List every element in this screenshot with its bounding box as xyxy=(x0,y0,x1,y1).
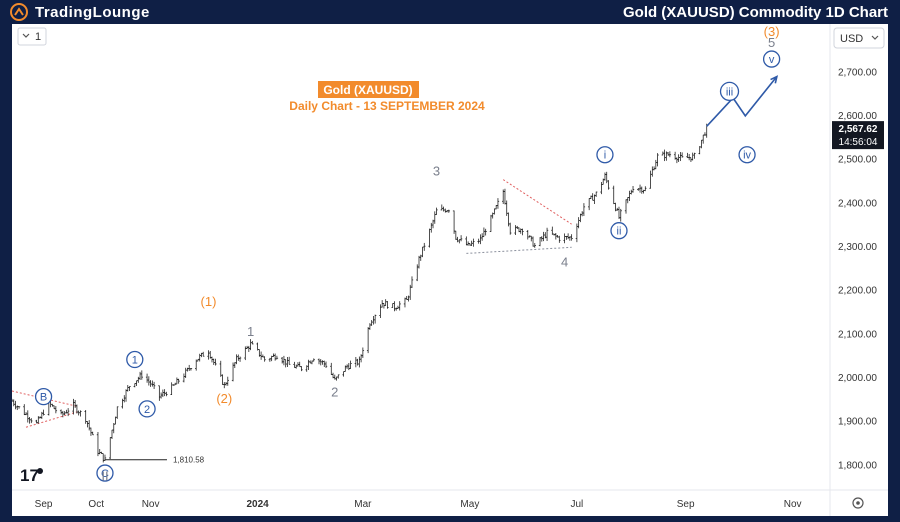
time-axis: Sep Oct Nov 2024 Mar May Jul Sep Nov xyxy=(35,499,802,510)
time-tick-label: 2024 xyxy=(246,499,269,510)
logo-text: TradingLounge xyxy=(35,3,150,21)
candle-layer xyxy=(12,123,708,463)
wave-label: 4 xyxy=(561,255,568,270)
wave-label: (1) xyxy=(201,294,217,309)
projection-path xyxy=(706,76,778,127)
trendline xyxy=(502,179,572,225)
price-tick-label: 2,200.00 xyxy=(838,286,877,297)
wave-label: 2 xyxy=(331,384,338,399)
chart-title-bg xyxy=(318,81,419,98)
wave-label: iv xyxy=(743,150,751,162)
currency-selector[interactable]: USD xyxy=(833,27,885,49)
tradingview-logo[interactable]: 17 xyxy=(20,466,43,485)
wave-circle xyxy=(96,464,114,482)
wave-circle xyxy=(126,350,144,369)
trendline-layer: 1,810.58 xyxy=(12,179,572,465)
wave-circle xyxy=(762,50,781,68)
wave-label: v xyxy=(769,54,775,66)
wave-circle xyxy=(738,146,756,164)
price-tick-label: 1,800.00 xyxy=(838,460,877,471)
currency-label: USD xyxy=(840,33,863,45)
wave-label: 1 xyxy=(247,324,254,339)
header-bar: TradingLounge Gold (XAUUSD) Commodity 1D… xyxy=(0,0,900,24)
time-tick-label: Jul xyxy=(570,499,583,510)
time-tick-label: May xyxy=(460,499,479,510)
price-tick-label: 1,900.00 xyxy=(838,417,877,428)
chart-title-group: Gold (XAUUSD) Daily Chart - 13 SEPTEMBER… xyxy=(289,81,485,113)
price-tick-label: 2,100.00 xyxy=(838,329,877,340)
time-tick-label: Nov xyxy=(142,499,160,510)
last-price-box xyxy=(832,121,884,150)
wave-circle xyxy=(34,388,53,406)
price-tick-label: 2,300.00 xyxy=(838,242,877,253)
wave-label: 3 xyxy=(433,164,440,179)
projection-arrowhead xyxy=(770,75,779,84)
chart-area[interactable]: 1 USD Gold (XAUUSD) Daily Chart - 13 SEP… xyxy=(12,24,888,516)
wave-label: (3) xyxy=(764,24,780,39)
wave-label: 1 xyxy=(132,355,138,367)
price-tick-label: 2,000.00 xyxy=(838,373,877,384)
wave-label: i xyxy=(604,150,606,162)
last-price-countdown: 14:56:04 xyxy=(839,137,878,148)
wave-circle xyxy=(719,81,740,102)
low-price-label: 1,810.58 xyxy=(173,456,205,465)
svg-text:17: 17 xyxy=(20,466,39,485)
wave-label: C xyxy=(101,468,109,480)
wave-label: 5 xyxy=(768,35,775,50)
price-axis: 1,800.00 1,900.00 2,000.00 2,100.00 2,200.00… xyxy=(838,67,877,471)
interval-selector[interactable]: 1 xyxy=(17,27,47,46)
tradinglounge-logo[interactable]: TradingLounge xyxy=(10,3,150,21)
interval-label: 1 xyxy=(35,31,41,43)
price-tick-label: 2,500.00 xyxy=(838,155,877,166)
time-tick-label: Sep xyxy=(35,499,53,510)
wave-label: 2 xyxy=(144,404,150,416)
wave-label: ii xyxy=(617,226,622,238)
price-tick-label: 2,600.00 xyxy=(838,111,877,122)
price-tick-label: 2,400.00 xyxy=(838,198,877,209)
wave-label: (2) xyxy=(216,391,232,406)
last-price-layer: 2,567.62 14:56:04 xyxy=(832,121,884,150)
wave-circle xyxy=(610,222,628,240)
chart-subtitle: Daily Chart - 13 SEPTEMBER 2024 xyxy=(289,99,485,113)
chevron-down-icon xyxy=(871,35,879,40)
projection-layer xyxy=(706,75,779,127)
wave-label: B xyxy=(40,392,47,404)
time-tick-label: Mar xyxy=(354,499,372,510)
wave-label: iii xyxy=(726,86,733,98)
chart-title: Gold (XAUUSD) xyxy=(323,83,412,97)
settings-gear-icon[interactable] xyxy=(852,497,864,509)
logo-icon xyxy=(10,3,28,21)
chevron-down-icon xyxy=(22,33,30,38)
time-tick-label: Nov xyxy=(784,499,802,510)
trendline xyxy=(466,246,572,254)
last-price-value: 2,567.62 xyxy=(839,124,878,135)
price-chart: 1 USD Gold (XAUUSD) Daily Chart - 13 SEP… xyxy=(12,24,888,516)
page-title: Gold (XAUUSD) Commodity 1D Chart xyxy=(622,4,888,21)
price-tick-label: 2,700.00 xyxy=(838,67,877,78)
time-tick-label: Sep xyxy=(677,499,695,510)
wave-circle xyxy=(596,146,614,164)
wave-circle xyxy=(138,400,156,418)
time-tick-label: Oct xyxy=(88,499,104,510)
wave-label: II xyxy=(101,469,108,484)
trendline xyxy=(25,411,78,428)
